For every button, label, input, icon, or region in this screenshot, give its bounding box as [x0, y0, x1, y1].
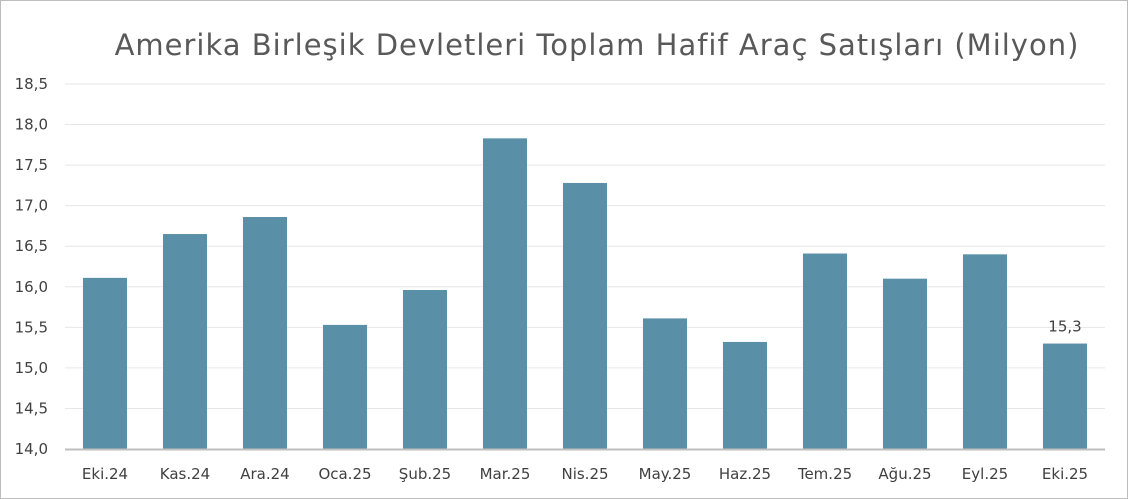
x-category-label: Eki.25: [1042, 465, 1088, 483]
bar: [483, 138, 527, 449]
bar: [403, 290, 447, 449]
y-tick-label: 17,0: [15, 197, 48, 215]
y-tick-label: 17,5: [15, 156, 48, 174]
data-label: 15,3: [1048, 318, 1081, 336]
bar: [323, 324, 367, 449]
bar: [1043, 343, 1087, 449]
bar: [83, 277, 127, 449]
data-labels: 15,3: [1048, 318, 1081, 336]
y-axis-ticks: 14,0 14,5 15,0 15,5 16,0 16,5 17,0 17,5 18,0 18,5: [15, 75, 48, 458]
y-tick-label: 14,0: [15, 440, 48, 458]
bar: [963, 254, 1007, 449]
y-tick-label: 15,5: [15, 318, 48, 336]
bar: [883, 278, 927, 449]
y-tick-label: 16,5: [15, 237, 48, 255]
x-category-label: Tem.25: [797, 465, 852, 483]
bar: [243, 217, 287, 449]
x-category-label: Mar.25: [480, 465, 531, 483]
y-tick-label: 18,5: [15, 75, 48, 93]
y-tick-label: 14,5: [15, 399, 48, 417]
x-category-label: Oca.25: [318, 465, 371, 483]
x-category-label: Eki.24: [82, 465, 128, 483]
y-tick-label: 16,0: [15, 278, 48, 296]
x-category-label: Haz.25: [719, 465, 771, 483]
chart-title: Amerika Birleşik Devletleri Toplam Hafif…: [114, 28, 1080, 62]
bar: [723, 341, 767, 449]
y-tick-label: 18,0: [15, 116, 48, 134]
bar: [803, 253, 847, 449]
x-category-label: Ara.24: [240, 465, 289, 483]
x-axis-labels: Eki.24 Kas.24 Ara.24 Oca.25 Şub.25 Mar.25 Nis.…: [82, 465, 1088, 483]
x-category-label: May.25: [639, 465, 692, 483]
bar: [643, 318, 687, 449]
bars: [83, 138, 1087, 449]
x-category-label: Şub.25: [399, 465, 451, 483]
x-category-label: Ağu.25: [878, 465, 931, 483]
y-tick-label: 15,0: [15, 359, 48, 377]
x-category-label: Kas.24: [160, 465, 210, 483]
x-category-label: Eyl.25: [962, 465, 1008, 483]
bar: [563, 182, 607, 449]
bar: [163, 234, 207, 449]
x-category-label: Nis.25: [561, 465, 608, 483]
